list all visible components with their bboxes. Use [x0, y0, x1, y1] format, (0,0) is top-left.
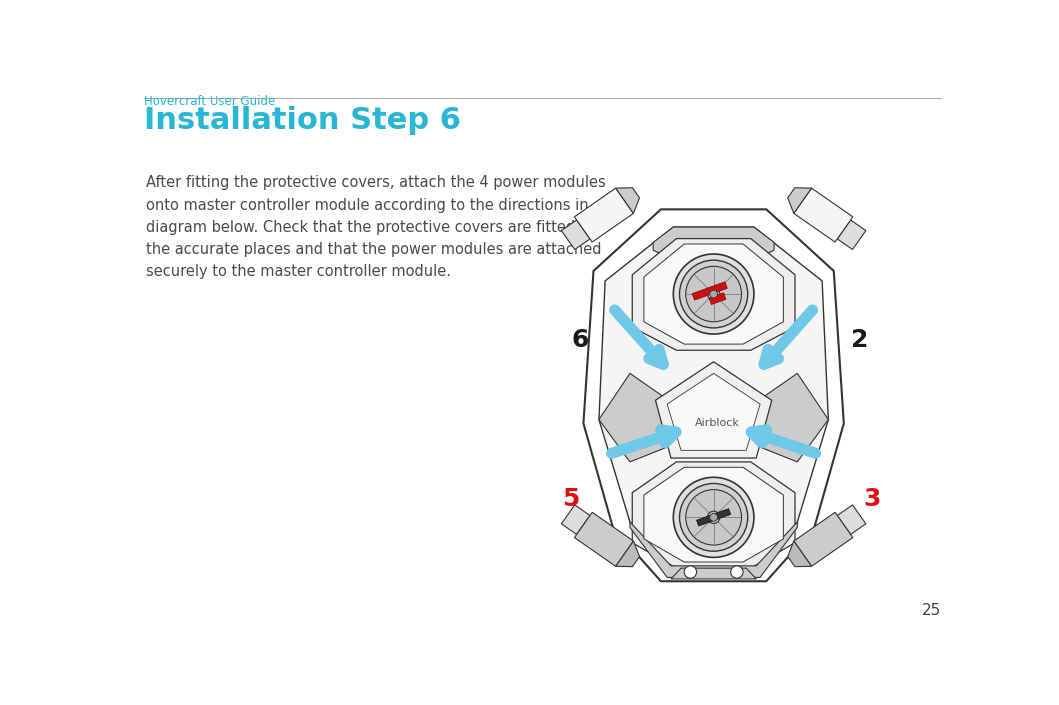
FancyBboxPatch shape [794, 513, 852, 566]
Circle shape [731, 566, 743, 578]
Circle shape [707, 288, 720, 300]
FancyBboxPatch shape [574, 188, 633, 242]
Polygon shape [671, 568, 756, 579]
Polygon shape [667, 374, 760, 450]
Text: 3: 3 [864, 487, 881, 511]
FancyBboxPatch shape [561, 505, 590, 534]
Text: Installation Step 6: Installation Step 6 [144, 106, 461, 135]
Circle shape [674, 254, 754, 334]
Text: After fitting the protective covers, attach the 4 power modules
onto master cont: After fitting the protective covers, att… [146, 176, 606, 279]
Polygon shape [788, 541, 811, 567]
FancyBboxPatch shape [838, 505, 866, 534]
Text: 6: 6 [572, 329, 589, 352]
Polygon shape [632, 238, 795, 350]
Circle shape [686, 266, 741, 321]
Polygon shape [632, 462, 795, 568]
Circle shape [674, 477, 754, 558]
FancyBboxPatch shape [838, 220, 866, 250]
FancyBboxPatch shape [561, 220, 590, 250]
Circle shape [680, 484, 748, 551]
Circle shape [684, 566, 697, 578]
Polygon shape [615, 541, 640, 567]
FancyBboxPatch shape [697, 508, 731, 526]
Polygon shape [788, 188, 811, 214]
Polygon shape [615, 188, 640, 214]
Polygon shape [644, 467, 784, 562]
Text: 5: 5 [561, 487, 579, 511]
Circle shape [686, 489, 741, 545]
FancyBboxPatch shape [693, 282, 728, 300]
Polygon shape [599, 374, 668, 462]
FancyBboxPatch shape [710, 293, 726, 305]
Circle shape [710, 290, 718, 298]
Polygon shape [644, 244, 784, 344]
Text: 2: 2 [850, 329, 868, 352]
FancyBboxPatch shape [794, 188, 852, 242]
Circle shape [710, 513, 718, 521]
Polygon shape [630, 522, 797, 577]
Text: Hovercraft User Guide: Hovercraft User Guide [144, 94, 275, 108]
Polygon shape [599, 227, 828, 566]
Circle shape [707, 511, 720, 524]
Text: 25: 25 [922, 603, 941, 618]
FancyBboxPatch shape [574, 513, 633, 566]
Text: Airblock: Airblock [695, 418, 740, 429]
Polygon shape [584, 209, 844, 581]
Polygon shape [653, 227, 774, 260]
Polygon shape [758, 374, 828, 462]
Circle shape [680, 260, 748, 328]
Polygon shape [656, 362, 772, 458]
